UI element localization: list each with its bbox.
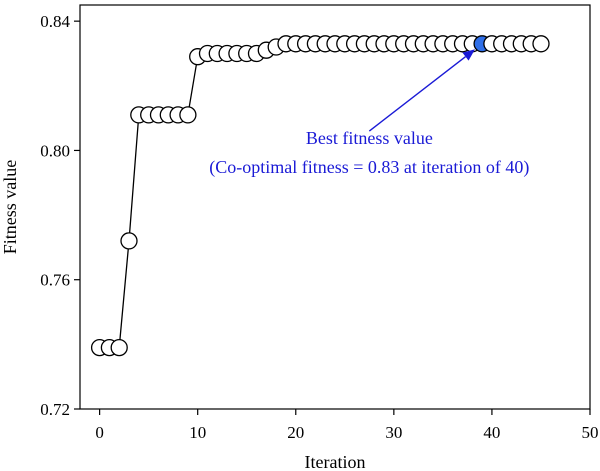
y-tick-label: 0.84	[40, 12, 70, 31]
annotation-group: Best fitness value (Co-optimal fitness =…	[209, 49, 529, 178]
data-point	[532, 35, 550, 53]
x-tick-label: 20	[287, 423, 304, 442]
annotation-title: Best fitness value	[306, 128, 433, 148]
data-point	[120, 232, 138, 250]
series-line	[99, 43, 541, 349]
x-tick-label: 10	[189, 423, 206, 442]
plot-frame	[79, 4, 591, 410]
series-group	[90, 35, 550, 357]
x-tick-label: 50	[582, 423, 599, 442]
data-point	[110, 338, 128, 357]
annotation-detail: (Co-optimal fitness = 0.83 at iteration …	[209, 157, 529, 178]
y-tick-label: 0.72	[40, 400, 70, 419]
y-tick-label: 0.80	[40, 141, 70, 160]
annotation-arrowhead	[462, 49, 475, 61]
data-point	[179, 106, 197, 124]
x-tick-label: 40	[483, 423, 500, 442]
y-axis-title: Fitness value	[0, 160, 20, 255]
x-axis-title: Iteration	[305, 452, 366, 471]
annotation-arrow	[368, 56, 466, 132]
axes: 0 10 20 30 40 50 0.72 0.76 0.80 0.84	[40, 4, 599, 442]
x-tick-label: 30	[385, 423, 402, 442]
y-tick-label: 0.76	[40, 271, 70, 290]
x-tick-label: 0	[95, 423, 104, 442]
